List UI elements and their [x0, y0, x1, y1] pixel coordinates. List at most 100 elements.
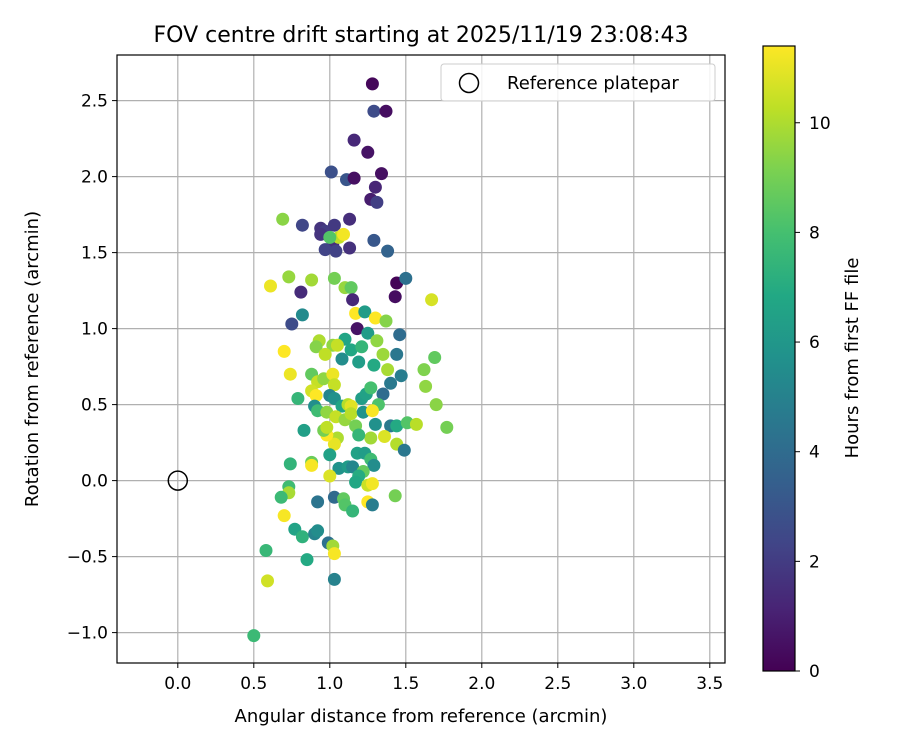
data-point — [394, 369, 408, 383]
data-point — [295, 530, 309, 544]
data-point — [361, 326, 375, 340]
data-point — [264, 279, 277, 293]
data-point — [335, 352, 349, 366]
data-point — [355, 340, 369, 354]
x-tick-label: 3.5 — [696, 674, 723, 694]
data-point — [388, 489, 402, 503]
data-point — [323, 230, 337, 244]
data-point — [379, 314, 393, 328]
x-axis-label: Angular distance from reference (arcmin) — [235, 706, 608, 727]
data-point — [305, 458, 319, 472]
plot-frame — [116, 54, 726, 664]
data-point — [294, 285, 308, 299]
data-point — [368, 311, 382, 325]
data-point — [337, 227, 350, 241]
x-tick-label: 1.5 — [392, 674, 419, 694]
x-tick-label: 0.0 — [164, 674, 191, 694]
data-point — [365, 498, 379, 512]
data-point — [390, 419, 404, 433]
data-point — [327, 218, 341, 232]
data-point — [324, 165, 338, 179]
x-tick-label: 3.0 — [620, 674, 647, 694]
y-tick-label: 0.5 — [81, 396, 108, 416]
data-point — [309, 389, 323, 402]
legend-box — [440, 63, 716, 102]
data-point — [346, 293, 360, 307]
colorbar-tick-label: 6 — [809, 333, 820, 353]
data-point — [283, 367, 297, 381]
y-tick-label: −0.5 — [67, 548, 108, 568]
data-point — [390, 347, 404, 361]
x-tick-label: 0.5 — [240, 674, 267, 694]
data-point — [276, 212, 290, 226]
data-point — [327, 271, 341, 285]
data-point — [370, 334, 384, 348]
data-point — [409, 417, 423, 431]
data-point — [311, 495, 325, 509]
data-point — [381, 244, 395, 258]
data-point — [388, 290, 402, 304]
data-point — [277, 344, 291, 358]
data-point — [381, 363, 395, 377]
data-point — [285, 317, 299, 331]
data-point — [344, 281, 358, 295]
data-point — [365, 477, 379, 491]
data-point — [297, 423, 311, 437]
data-point — [274, 490, 288, 504]
data-point — [419, 379, 433, 393]
colorbar-tick-label: 10 — [809, 114, 831, 134]
data-point — [291, 392, 305, 405]
y-tick-label: 1.5 — [81, 244, 108, 264]
data-point — [346, 504, 360, 518]
data-point — [347, 133, 361, 147]
data-point — [300, 553, 314, 567]
y-axis-ticks: −1.0 −0.5 0.0 0.5 1.0 1.5 2.0 2.5 — [67, 92, 117, 644]
data-point — [282, 270, 296, 284]
data-point — [397, 443, 411, 457]
data-point — [440, 420, 454, 434]
data-point — [367, 458, 381, 472]
y-tick-label: 0.0 — [81, 472, 108, 492]
data-point — [364, 381, 378, 395]
data-point — [330, 338, 344, 352]
data-point — [323, 469, 337, 483]
data-point — [329, 244, 343, 258]
chart-title: FOV centre drift starting at 2025/11/19 … — [154, 23, 689, 48]
data-point — [358, 305, 372, 319]
x-tick-label: 2.5 — [544, 674, 571, 694]
data-point — [352, 428, 366, 442]
legend-label-reference: Reference platepar — [507, 73, 679, 94]
data-point — [417, 363, 431, 377]
reference-platepar-marker — [167, 470, 189, 491]
data-point — [327, 547, 341, 561]
y-tick-label: 2.0 — [81, 168, 108, 188]
data-point — [378, 430, 391, 443]
colorbar-tick-label: 2 — [809, 552, 820, 572]
data-point — [425, 293, 439, 307]
data-point — [368, 180, 382, 194]
data-point — [318, 347, 332, 361]
data-point — [429, 398, 443, 412]
data-point — [343, 241, 357, 255]
data-point — [327, 378, 341, 392]
data-point — [361, 145, 375, 159]
data-point — [311, 524, 325, 538]
data-point — [370, 195, 384, 209]
x-tick-label: 1.0 — [316, 674, 343, 694]
data-point — [375, 167, 388, 181]
data-point — [323, 448, 337, 462]
colorbar: 0 2 4 6 8 10 Hours from first FF file — [762, 45, 863, 682]
data-point — [259, 544, 273, 557]
data-point — [343, 212, 357, 226]
data-point — [393, 328, 407, 342]
grid-lines — [117, 55, 725, 663]
colorbar-tick-label: 4 — [809, 443, 820, 463]
data-point — [309, 340, 323, 354]
data-point — [368, 417, 382, 431]
data-point — [367, 233, 381, 247]
data-point — [367, 358, 381, 372]
data-point — [428, 351, 442, 364]
data-point — [367, 104, 381, 118]
data-point — [376, 347, 390, 361]
